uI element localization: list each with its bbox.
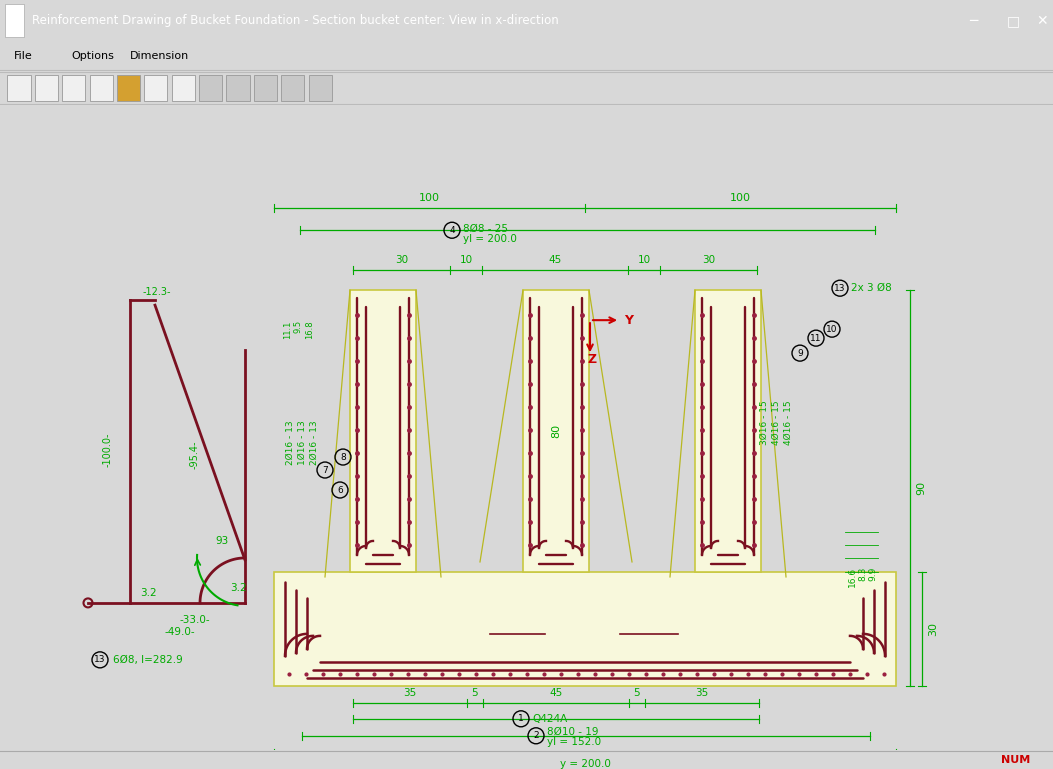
Text: 3.2: 3.2 — [140, 588, 156, 598]
Text: 35: 35 — [695, 687, 709, 697]
Bar — [309, 75, 332, 102]
Text: Options: Options — [72, 51, 115, 62]
Text: -100.0-: -100.0- — [103, 433, 113, 468]
Bar — [62, 75, 85, 102]
Text: 6: 6 — [337, 485, 343, 494]
Text: 11: 11 — [810, 334, 821, 343]
Bar — [144, 75, 167, 102]
Text: 80: 80 — [551, 424, 561, 438]
Bar — [172, 75, 195, 102]
Text: 5: 5 — [634, 687, 640, 697]
Text: 16.6: 16.6 — [848, 567, 857, 587]
Bar — [350, 290, 416, 572]
Text: 9: 9 — [797, 348, 802, 358]
Text: -33.0-: -33.0- — [180, 615, 211, 625]
Text: 100: 100 — [419, 193, 440, 203]
Text: 2Ø16 - 13: 2Ø16 - 13 — [310, 420, 318, 464]
Text: 16.8: 16.8 — [305, 320, 315, 339]
Text: 10: 10 — [827, 325, 838, 334]
Text: 9.5: 9.5 — [294, 320, 302, 333]
Text: 5: 5 — [472, 687, 478, 697]
Text: 9.9: 9.9 — [868, 567, 877, 581]
Text: -12.3-: -12.3- — [143, 287, 172, 297]
Text: □: □ — [1007, 14, 1019, 28]
Bar — [5, 4, 24, 38]
Text: 8Ø8 - 25: 8Ø8 - 25 — [463, 225, 508, 235]
Text: y = 200.0: y = 200.0 — [559, 759, 611, 769]
Text: Y: Y — [624, 314, 633, 327]
Text: yl = 152.0: yl = 152.0 — [547, 737, 601, 747]
Text: -95.4-: -95.4- — [190, 441, 200, 469]
Bar — [523, 290, 589, 572]
Bar — [695, 290, 761, 572]
Bar — [35, 75, 58, 102]
Text: 10: 10 — [637, 255, 651, 265]
Text: 2: 2 — [533, 731, 539, 741]
Text: 90: 90 — [916, 481, 926, 495]
Bar — [281, 75, 304, 102]
Bar — [226, 75, 250, 102]
Text: 8.3: 8.3 — [858, 567, 867, 581]
Text: 30: 30 — [702, 255, 715, 265]
Text: 93: 93 — [216, 536, 229, 546]
Text: 45: 45 — [549, 255, 561, 265]
Text: 1: 1 — [518, 714, 524, 724]
Text: 10: 10 — [459, 255, 473, 265]
Bar — [199, 75, 222, 102]
Text: 30: 30 — [395, 255, 409, 265]
Text: ✕: ✕ — [1036, 14, 1049, 28]
Text: 4: 4 — [450, 226, 455, 235]
Text: 3.2: 3.2 — [230, 583, 246, 593]
Text: 11.1: 11.1 — [283, 320, 293, 338]
Text: 6Ø8, l=282.9: 6Ø8, l=282.9 — [113, 655, 183, 665]
Text: File: File — [14, 51, 33, 62]
Text: 2Ø16 - 13: 2Ø16 - 13 — [285, 420, 295, 464]
Text: Z: Z — [588, 353, 597, 366]
Bar — [7, 75, 31, 102]
Text: 8: 8 — [340, 452, 345, 461]
Bar — [254, 75, 277, 102]
Text: 100: 100 — [730, 193, 751, 203]
Text: 8Ø10 - 19: 8Ø10 - 19 — [547, 727, 598, 737]
Text: 7: 7 — [322, 465, 327, 474]
Text: 35: 35 — [403, 687, 417, 697]
Text: 1Ø16 - 13: 1Ø16 - 13 — [298, 420, 306, 464]
Text: 2x 3 Ø8: 2x 3 Ø8 — [851, 283, 892, 293]
Text: yl = 200.0: yl = 200.0 — [463, 235, 517, 245]
Text: -49.0-: -49.0- — [164, 627, 195, 637]
Text: Dimension: Dimension — [130, 51, 188, 62]
Text: 13: 13 — [834, 284, 846, 293]
Text: 30: 30 — [928, 622, 938, 636]
Text: 3Ø16 - 15: 3Ø16 - 15 — [759, 400, 769, 444]
Text: 13: 13 — [95, 655, 105, 664]
Text: Reinforcement Drawing of Bucket Foundation - Section bucket center: View in x-di: Reinforcement Drawing of Bucket Foundati… — [32, 15, 558, 27]
Bar — [90, 75, 113, 102]
Text: 4Ø16 - 15: 4Ø16 - 15 — [783, 400, 793, 444]
Text: 45: 45 — [550, 687, 562, 697]
Bar — [274, 572, 896, 686]
Text: Q424A: Q424A — [532, 714, 568, 724]
Bar — [117, 75, 140, 102]
Text: ─: ─ — [969, 14, 977, 28]
Text: 4Ø16 - 15: 4Ø16 - 15 — [772, 400, 780, 444]
Text: NUM: NUM — [1000, 755, 1030, 765]
